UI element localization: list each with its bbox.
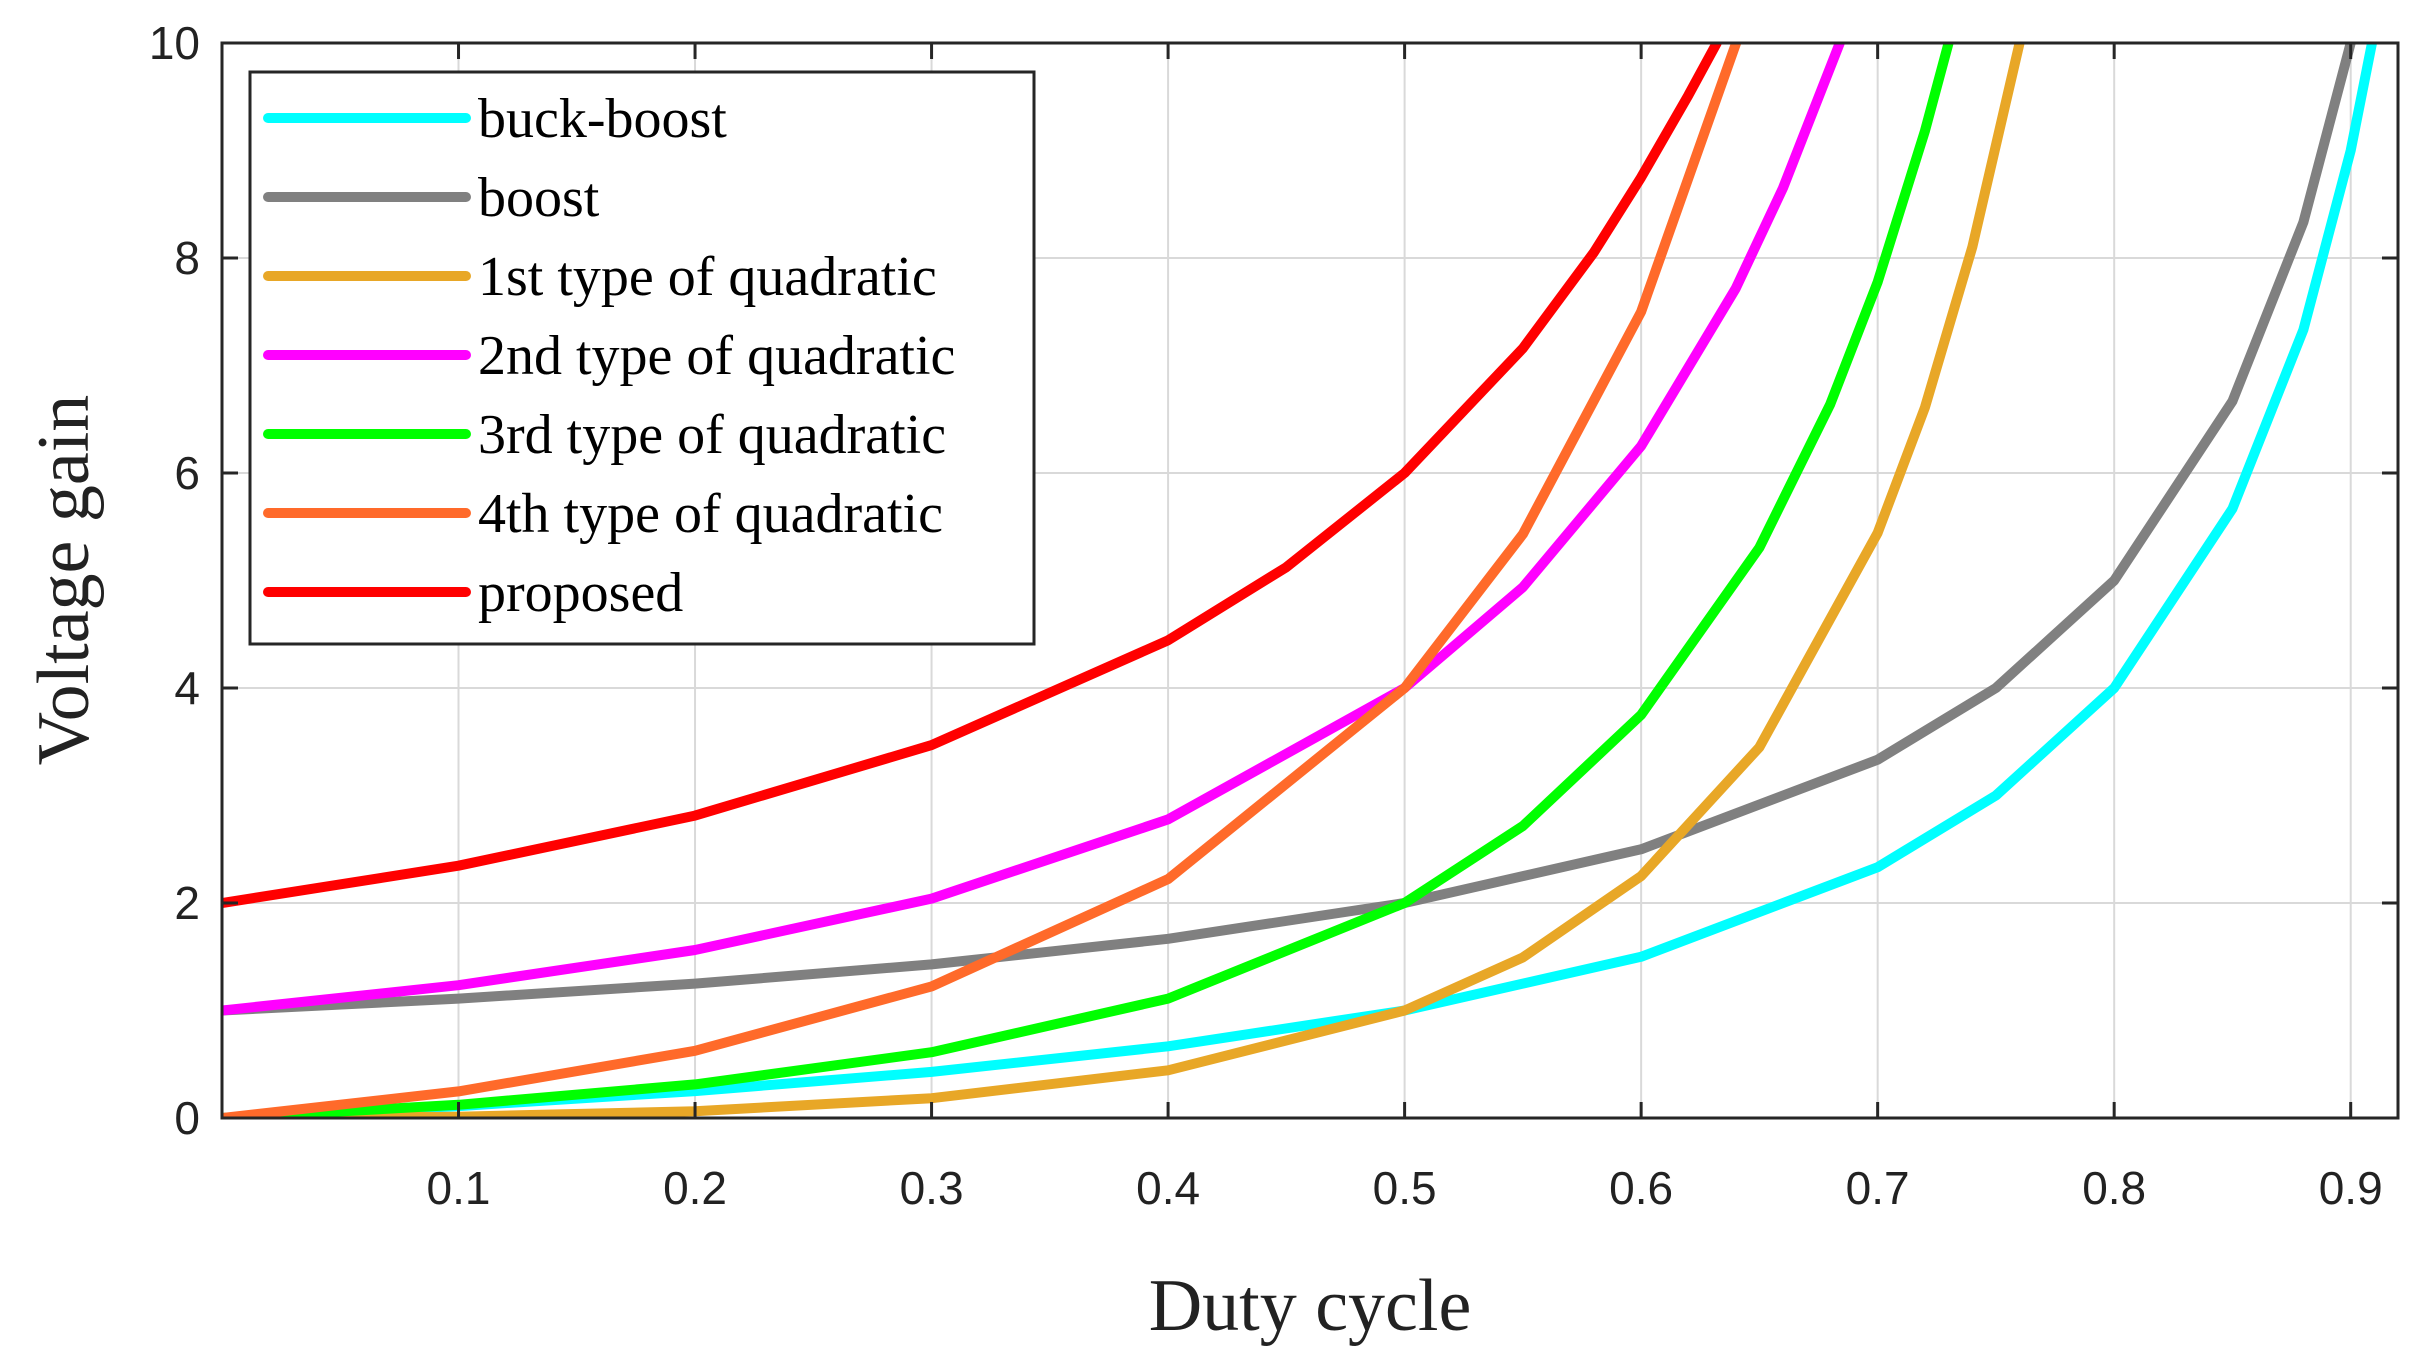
y-tick-label: 8 bbox=[174, 232, 200, 284]
legend-label: 1st type of quadratic bbox=[478, 246, 937, 308]
x-tick-label: 0.7 bbox=[1846, 1162, 1910, 1214]
x-tick-label: 0.1 bbox=[427, 1162, 491, 1214]
x-axis: 0.1 0.2 0.3 0.4 0.5 0.6 0.7 0.8 0.9 bbox=[427, 43, 2383, 1214]
legend-label: buck-boost bbox=[478, 88, 727, 150]
x-tick-label: 0.6 bbox=[1609, 1162, 1673, 1214]
x-tick-label: 0.3 bbox=[900, 1162, 964, 1214]
legend: buck-boost boost 1st type of quadratic 2nd … bbox=[248, 70, 1036, 646]
y-tick-label: 0 bbox=[174, 1092, 200, 1144]
y-axis-title: Voltage gain bbox=[23, 395, 105, 766]
y-axis: 0 2 4 6 8 10 bbox=[149, 17, 2398, 1144]
x-tick-label: 0.8 bbox=[2082, 1162, 2146, 1214]
y-tick-label: 6 bbox=[174, 447, 200, 499]
series-line-3rd-type-of-quadratic bbox=[222, 43, 1954, 1118]
legend-label: 4th type of quadratic bbox=[478, 483, 943, 545]
x-tick-label: 0.9 bbox=[2319, 1162, 2383, 1214]
x-axis-title: Duty cycle bbox=[1149, 1265, 1472, 1347]
legend-label: 3rd type of quadratic bbox=[478, 404, 946, 466]
x-tick-label: 0.5 bbox=[1373, 1162, 1437, 1214]
x-tick-label: 0.4 bbox=[1136, 1162, 1200, 1214]
y-tick-label: 4 bbox=[174, 662, 200, 714]
series-line-proposed bbox=[222, 43, 1722, 908]
legend-label: boost bbox=[478, 167, 600, 229]
x-tick-label: 0.2 bbox=[663, 1162, 727, 1214]
y-tick-label: 10 bbox=[149, 17, 200, 69]
series-line-4th-type-of-quadratic bbox=[222, 43, 1742, 1118]
y-tick-label: 2 bbox=[174, 877, 200, 929]
legend-label: 2nd type of quadratic bbox=[478, 325, 955, 387]
plot-frame bbox=[220, 41, 2400, 1120]
series-line-buck-boost bbox=[222, 43, 2377, 1118]
legend-label: proposed bbox=[478, 562, 683, 624]
series-line-boost bbox=[222, 43, 2356, 1016]
